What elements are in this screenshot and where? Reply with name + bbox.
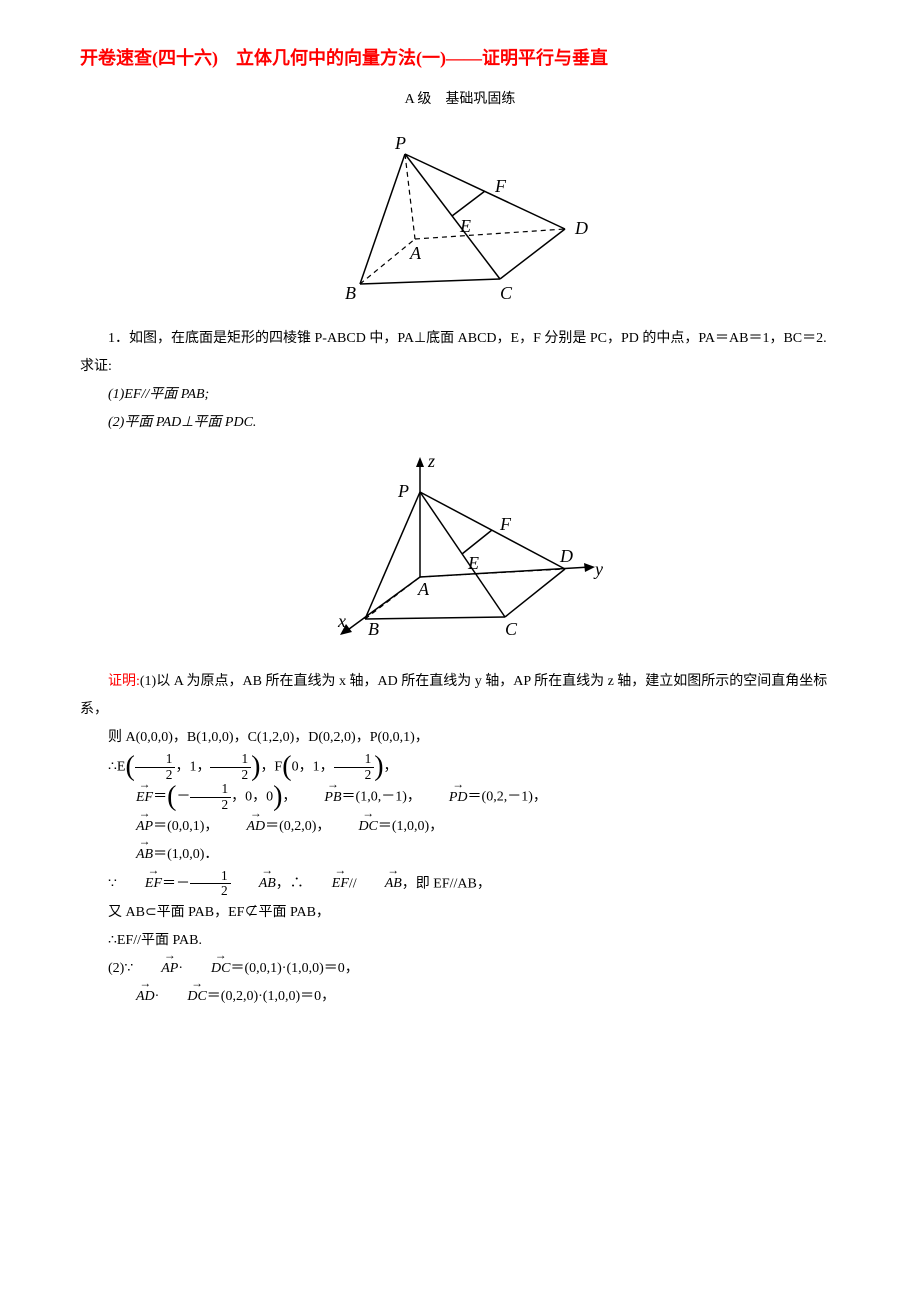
fig1-label-p: P (394, 133, 406, 153)
fig1-label-c: C (500, 283, 513, 303)
figure-1: P F E D A B C (80, 124, 840, 315)
fig1-label-d: D (574, 218, 588, 238)
fig2-label-a: A (417, 579, 430, 599)
part2-ad-dc: AD·DC＝(0,2,0)·(1,0,0)＝0， (80, 983, 840, 1011)
proof-label: 证明: (108, 674, 140, 689)
fig2-label-d: D (559, 546, 573, 566)
vec-ap-ad-dc: AP＝(0,0,1)，AD＝(0,2,0)，DC＝(1,0,0)， (80, 813, 840, 841)
vec-ab: AB＝(1,0,0)． (80, 841, 840, 869)
vec-ef-pb-pd: EF＝(－12，0，0)，PB＝(1,0,－1)，PD＝(0,2,－1)， (80, 782, 840, 812)
q1-intro: 1．如图，在底面是矩形的四棱锥 P-ABCD 中，PA⊥底面 ABCD，E，F … (80, 325, 840, 381)
fig2-label-f: F (499, 514, 512, 534)
fig2-label-c: C (505, 619, 518, 639)
q1-part2: (2)平面 PAD⊥平面 PDC. (80, 409, 840, 437)
fig2-label-e: E (467, 553, 479, 573)
figure-2: z P F E D y A B x C (80, 447, 840, 658)
proof-line-1: 证明:(1)以 A 为原点，AB 所在直线为 x 轴，AD 所在直线为 y 轴，… (80, 668, 840, 724)
ab-subset: 又 AB⊂平面 PAB，EF⊄平面 PAB， (80, 899, 840, 927)
page-title: 开卷速查(四十六) 立体几何中的向量方法(一)——证明平行与垂直 (80, 40, 840, 76)
ef-parallel-ab: ∵EF＝－12AB，∴EF//AB，即 EF//AB， (80, 869, 840, 899)
fig2-label-x: x (337, 611, 346, 631)
points-line: 则 A(0,0,0)，B(1,0,0)，C(1,2,0)，D(0,2,0)，P(… (80, 724, 840, 752)
fig1-label-f: F (494, 176, 507, 196)
fig1-label-e: E (459, 216, 471, 236)
fig1-label-a: A (409, 243, 422, 263)
q1-part1: (1)EF//平面 PAB; (80, 381, 840, 409)
fig2-label-p: P (397, 481, 409, 501)
fig2-label-y: y (593, 559, 603, 579)
fig2-label-z: z (427, 451, 435, 471)
fig2-label-b: B (368, 619, 379, 639)
level-subtitle: A 级 基础巩固练 (80, 86, 840, 114)
fig1-label-b: B (345, 283, 356, 303)
